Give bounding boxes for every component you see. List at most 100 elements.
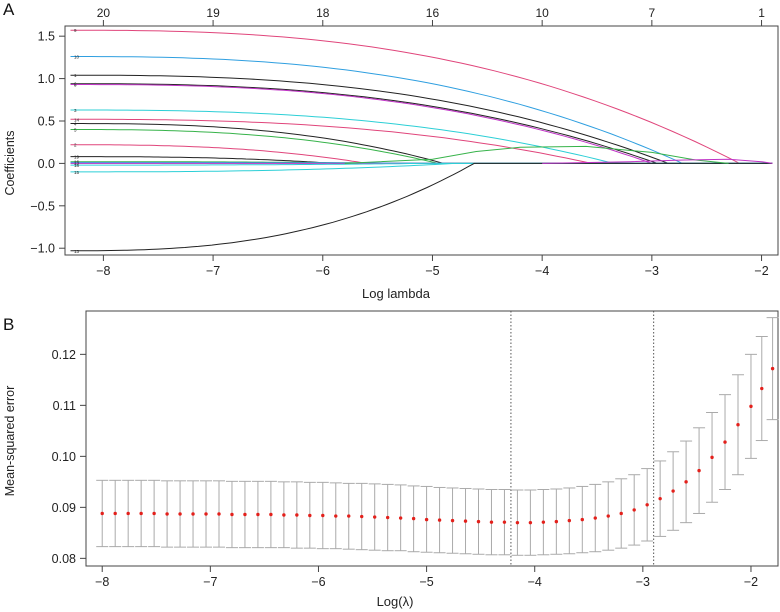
chart-a-ytick-label: 1.5 [38,30,55,44]
chart-a-series-line-19 [70,156,773,164]
chart-b-xtick-label: −8 [95,575,109,589]
chart-a-xtick-label: −2 [754,264,768,278]
chart-b-xtick-label: −2 [744,575,758,589]
chart-b-mse-point [165,512,169,516]
chart-a-series-label: 12 [74,161,80,166]
chart-b-mse-point [385,515,390,520]
chart-a-series-label: 19 [74,155,80,160]
chart-a-series-line-5 [70,129,773,164]
chart-b-mse-point [152,511,156,516]
chart-b-xtick-label: −4 [528,575,542,589]
chart-b-xtick-label: −5 [419,575,433,589]
chart-b-mse-point [295,513,299,517]
chart-b-mse-point [256,512,260,517]
chart-b-xtick-label: −6 [311,575,325,589]
chart-a-top-tick-label: 20 [97,6,111,20]
chart-a-series-line-2 [70,144,773,164]
chart-a-series-line-6 [70,83,773,164]
chart-a-series-label: 1 [74,73,77,78]
chart-a-ylabel: Coefficients [3,130,17,195]
chart-b-mse-point [593,516,597,520]
chart-b-mse-point [113,511,117,516]
chart-b-mse-point [515,520,520,525]
chart-b-mse-point [770,366,775,371]
chart-b-mse-point [100,511,104,516]
chart-a-xtick-label: −4 [535,264,549,278]
chart-a-top-tick-label: 1 [758,6,765,20]
chart-a-xtick-label: −5 [425,264,439,278]
chart-b-xtick-label: −7 [203,575,217,589]
chart-a-xtick-label: −8 [96,264,110,278]
panel-label-b: B [3,315,15,334]
chart-b-xlabel: Log(λ) [377,594,414,609]
chart-a-series-line-4 [70,123,773,164]
chart-a-series-label: 8 [74,83,77,88]
chart-b-mse-point [217,512,221,516]
chart-a-series-label: 5 [74,127,77,132]
chart-a-top-tick-label: 19 [206,6,220,20]
chart-b-mse-point [411,516,416,521]
chart-a-series-label: 13 [74,249,80,254]
chart-a-ytick-label: −1.0 [30,242,55,256]
chart-a-series-line-10 [70,56,773,164]
chart-a-series-label: 18 [74,163,80,168]
chart-b-mse-point [191,512,195,516]
chart-a-xtick-label: −3 [645,264,659,278]
chart-a-series-line-8 [70,84,773,164]
chart-a-series-line-18 [70,162,773,166]
chart-b-mse-point [541,520,546,524]
chart-a-xtick-label: −7 [206,264,220,278]
chart-b-mse-point [372,515,377,519]
chart-b-mse-point [760,386,764,391]
chart-b-mse-point [554,519,559,524]
chart-b-mse-point [126,511,130,516]
chart-b-mse-point [710,455,714,460]
chart-b-ytick-label: 0.09 [52,501,76,515]
chart-b-mse-point [749,404,753,409]
chart-a-series-label: 4 [74,122,77,127]
chart-b-mse-point [671,489,675,493]
chart-b-mse-point [450,518,455,523]
chart-a-top-tick-label: 7 [649,6,656,20]
chart-b-mse-point [243,512,247,517]
chart-b-mse-point [723,440,727,444]
chart-b-mse-point [282,513,286,517]
chart-a-series-line-9 [70,29,773,164]
chart-b-mse-point [567,518,572,523]
chart-b-mse-point [230,512,234,517]
chart-b-mse-point [684,480,688,484]
chart-a-series-line-13 [70,162,773,252]
chart-b-mse-point [334,514,338,518]
chart-b-ytick-label: 0.11 [53,399,76,413]
chart-b-mse-point [308,513,312,518]
chart-b-mse-point [645,503,649,507]
chart-b-mse-point [606,514,610,518]
chart-a-series-label: 9 [74,28,77,33]
chart-b-mse-point [476,519,481,524]
chart-b-ytick-label: 0.10 [52,450,76,464]
chart-b-ylabel: Mean-squared error [3,386,17,496]
chart-a-xlabel: Log lambda [362,286,431,301]
chart-a-ytick-label: 0.0 [38,157,55,171]
chart-b-mse-point [697,468,701,473]
chart-b-mse-point [321,513,325,518]
panel-label-a: A [3,0,15,19]
chart-b-mse-point [269,512,273,517]
chart-a-series-line-5-late [344,145,729,164]
chart-b-mse-point [619,511,623,516]
chart-a-ytick-label: 0.5 [38,114,55,128]
chart-a-xtick-label: −6 [316,264,330,278]
chart-a-series-label: 2 [74,143,77,148]
chart-a-series-line-3 [70,109,773,164]
chart-a-ytick-label: −0.5 [30,199,55,213]
chart-a-top-tick-label: 16 [426,6,440,20]
chart-b-mse-point [204,512,208,516]
chart-a-ytick-label: 1.0 [38,72,55,86]
chart-a-top-tick-label: 18 [316,6,330,20]
chart-b-mse-point [347,514,351,518]
chart-b-ytick-label: 0.08 [52,552,76,566]
chart-b-mse-point [424,517,429,522]
chart-b-mse-point [502,520,507,524]
chart-b-mse-point [437,518,442,522]
chart-a-series-line-12-late [542,158,773,164]
